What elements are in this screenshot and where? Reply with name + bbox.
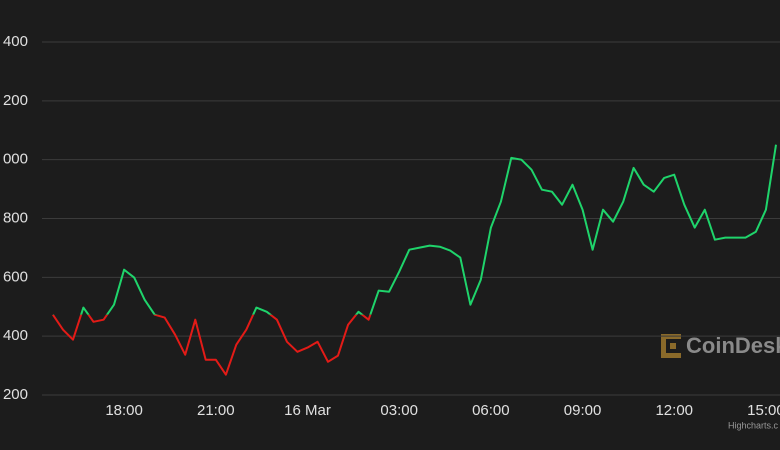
x-tick-label: 09:00 xyxy=(564,402,602,419)
x-tick-label: 12:00 xyxy=(655,402,693,419)
y-tick-label: 600 xyxy=(3,268,28,285)
x-tick-label: 03:00 xyxy=(380,402,418,419)
x-tick-label: 15:00 xyxy=(747,402,780,419)
line-down xyxy=(52,314,372,376)
credits: Highcharts.c xyxy=(728,420,779,430)
line-up xyxy=(52,144,777,315)
y-tick-label: 800 xyxy=(3,209,28,226)
y-tick-label: 400 xyxy=(3,33,28,50)
x-tick-label: 21:00 xyxy=(197,402,235,419)
watermark: CoinDesk xyxy=(686,333,780,358)
y-tick-label: 000 xyxy=(3,151,28,168)
y-tick-label: 400 xyxy=(3,327,28,344)
x-tick-label: 18:00 xyxy=(105,402,143,419)
y-tick-label: 200 xyxy=(3,386,28,403)
y-tick-label: 200 xyxy=(3,92,28,109)
x-tick-label: 16 Mar xyxy=(284,402,331,419)
x-tick-label: 06:00 xyxy=(472,402,510,419)
